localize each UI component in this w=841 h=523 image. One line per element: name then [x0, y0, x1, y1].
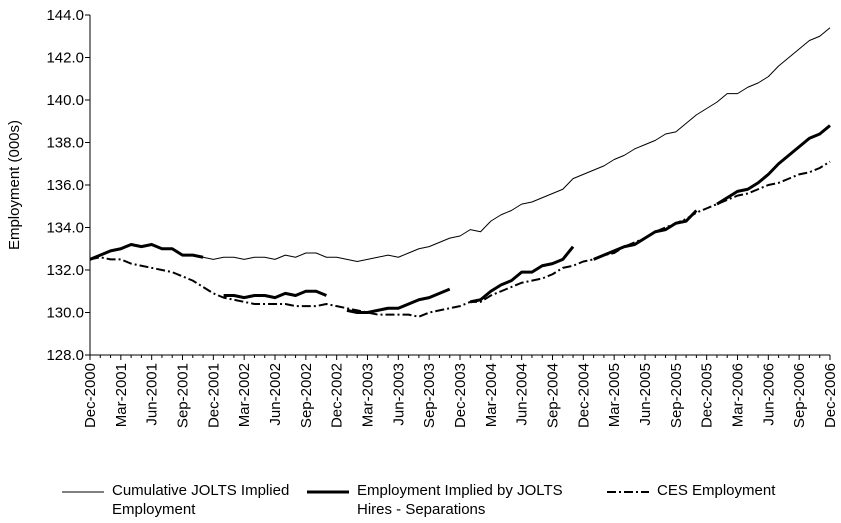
series-line	[89, 160, 831, 318]
x-tick-label: Jun-2002	[267, 363, 284, 426]
x-tick-label: Dec-2001	[205, 363, 222, 428]
series-line	[89, 27, 831, 262]
x-tick-label: Jun-2004	[514, 363, 531, 426]
x-tick-label: Mar-2003	[360, 363, 377, 427]
x-tick-label: Dec-2005	[699, 363, 716, 428]
y-axis-label: Employment (000s)	[6, 120, 23, 250]
chart: Employment (000s) 128.0 130.0 132.0 134.0 13…	[6, 7, 839, 428]
y-tick-label: 132.0	[46, 262, 84, 279]
legend-label: CES Employment	[657, 482, 776, 499]
x-tick-label: Mar-2004	[483, 363, 500, 427]
y-tick-label: 140.0	[46, 92, 84, 109]
x-tick-label: Dec-2006	[822, 363, 839, 428]
x-tick-label: Sep-2005	[668, 363, 685, 428]
y-tick-label: 134.0	[46, 220, 84, 237]
y-tick-label: 128.0	[46, 347, 84, 364]
x-tick-label: Mar-2001	[113, 363, 130, 427]
x-tick-label: Sep-2006	[791, 363, 808, 428]
x-tick-label: Mar-2005	[606, 363, 623, 427]
legend-label: Employment Implied by JOLTS Hires - Sepa…	[357, 482, 563, 518]
x-tick-label: Jun-2001	[144, 363, 161, 426]
legend-swatch	[607, 491, 649, 493]
x-tick-label: Dec-2003	[452, 363, 469, 428]
x-tick-label: Sep-2001	[175, 363, 192, 428]
x-tick-label: Dec-2000	[82, 363, 99, 428]
x-tick-label: Dec-2002	[329, 363, 346, 428]
legend-swatch	[307, 490, 349, 494]
y-tick-label: 138.0	[46, 135, 84, 152]
x-tick-label: Jun-2006	[760, 363, 777, 426]
x-tick-label: Mar-2006	[730, 363, 747, 427]
x-tick-label: Jun-2005	[637, 363, 654, 426]
x-tick-label: Sep-2004	[545, 363, 562, 428]
legend-swatch	[62, 491, 104, 493]
y-tick-label: 142.0	[46, 50, 84, 67]
series-line	[89, 124, 831, 314]
y-tick-label: 144.0	[46, 7, 84, 24]
x-tick-label: Sep-2002	[298, 363, 315, 428]
y-tick-label: 130.0	[46, 305, 84, 322]
x-tick-label: Sep-2003	[421, 363, 438, 428]
x-tick-label: Mar-2002	[236, 363, 253, 427]
legend-label: Cumulative JOLTS Implied Employment	[112, 482, 290, 518]
x-tick-label: Jun-2003	[390, 363, 407, 426]
x-tick-label: Dec-2004	[575, 363, 592, 428]
y-tick-label: 136.0	[46, 177, 84, 194]
